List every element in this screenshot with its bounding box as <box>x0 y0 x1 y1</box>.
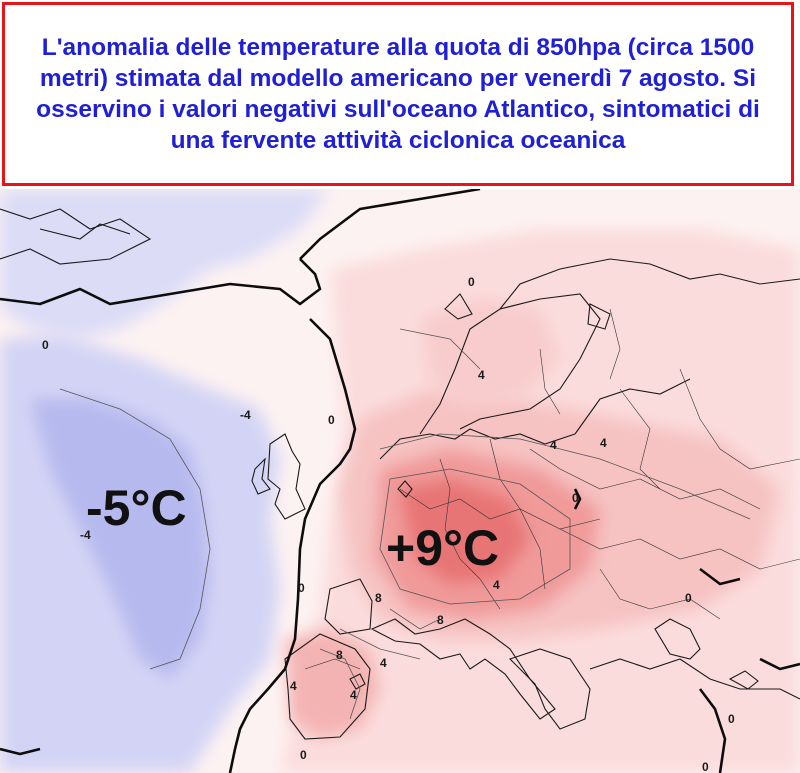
isoline-label: -4 <box>80 528 91 542</box>
isoline-label: 0 <box>468 275 475 289</box>
isoline-label: 0 <box>298 581 305 595</box>
negative-anomaly-light-area <box>0 189 330 339</box>
isoline-label: 8 <box>437 613 444 627</box>
positive-anomaly-max-area <box>400 479 530 584</box>
isoline-label: 4 <box>350 688 357 702</box>
positive-anomaly-scandinavia <box>420 299 560 409</box>
isoline-label: 0 <box>685 591 692 605</box>
positive-anomaly-label: +9°C <box>386 520 499 576</box>
coastlines <box>0 208 800 740</box>
zero-isolines <box>0 189 800 773</box>
caption-text: L'anomalia delle temperature alla quota … <box>36 34 760 154</box>
isoline-label: 4 <box>290 679 297 693</box>
negative-anomaly-label: -5°C <box>86 480 187 536</box>
isoline-label: 0 <box>702 760 709 773</box>
isoline-label: 4 <box>550 438 557 452</box>
isoline-labels: 0 0 -4 -4 0 4 0 0 8 8 4 4 4 4 8 4 0 0 4 … <box>42 275 735 773</box>
isoline-label: 0 <box>328 413 335 427</box>
isoline-label: 0 <box>572 491 579 505</box>
isoline-label: -4 <box>240 408 251 422</box>
caption-box: L'anomalia delle temperature alla quota … <box>2 2 794 186</box>
isoline-label: 8 <box>375 591 382 605</box>
isoline-label: 0 <box>728 712 735 726</box>
isoline-label: 4 <box>600 436 607 450</box>
country-borders <box>304 308 800 670</box>
negative-anomaly-core <box>30 399 210 679</box>
positive-anomaly-iberia <box>285 629 380 739</box>
isoline-label: 0 <box>42 338 49 352</box>
isoline-label: 4 <box>380 656 387 670</box>
isoline-label: 4 <box>493 578 500 592</box>
isoline-label: 4 <box>478 368 485 382</box>
temperature-anomaly-map: 0 0 -4 -4 0 4 0 0 8 8 4 4 4 4 8 4 0 0 4 … <box>0 189 800 773</box>
isoline-label: 8 <box>336 648 343 662</box>
isoline-label: 0 <box>300 748 307 762</box>
anomaly-isolines <box>59 328 751 720</box>
